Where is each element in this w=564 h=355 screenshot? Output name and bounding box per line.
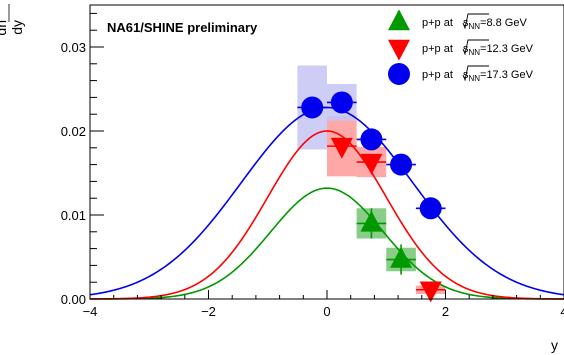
- series-2-point-4: [419, 197, 442, 220]
- y-tick-label: 0.02: [61, 124, 86, 139]
- legend-sqrt-glyph-0: [462, 13, 489, 30]
- series-2-point-3: [390, 153, 413, 176]
- x-tick-label: 2: [442, 304, 449, 319]
- axis-tick-labels: −4 −2 0 2 4 0.00 0.01 0.02 0.03: [61, 40, 564, 319]
- y-axis-title-top: dn: [0, 20, 9, 36]
- legend: p+p at sNN=8.8 GeV p+p at sNN=12.3 GeV p+p…: [388, 9, 534, 85]
- chart-title: NA61/SHINE preliminary: [107, 20, 258, 35]
- y-tick-label: 0.01: [61, 208, 86, 223]
- series-0-point-0: [360, 210, 383, 232]
- x-tick-label: 0: [323, 304, 330, 319]
- legend-sqrt-glyph-2: [462, 65, 489, 82]
- legend-marker-2: [388, 63, 410, 85]
- y-tick-label: 0.03: [61, 40, 86, 55]
- legend-marker-1: [388, 39, 410, 61]
- legend-entry-0: p+p at sNN=8.8 GeV: [388, 9, 527, 31]
- legend-label-2: p+p at sNN=17.3 GeV: [422, 69, 534, 83]
- legend-label-0: p+p at sNN=8.8 GeV: [422, 17, 527, 31]
- series-1-fit-curve: [90, 130, 564, 300]
- series-1-point-1: [360, 153, 383, 175]
- series-1-point-2: [419, 281, 442, 303]
- legend-marker-0: [388, 9, 410, 31]
- series-2-point-0: [301, 96, 324, 119]
- legend-entry-1: p+p at sNN=12.3 GeV: [388, 39, 534, 61]
- series-0-fit-curve: [90, 187, 564, 300]
- x-tick-label: −4: [83, 304, 98, 319]
- legend-label-1: p+p at sNN=12.3 GeV: [422, 43, 534, 57]
- data-points: [301, 91, 442, 303]
- series-0-point-1: [390, 246, 413, 268]
- legend-sqrt-glyph-1: [462, 39, 489, 56]
- x-tick-label: −2: [201, 304, 216, 319]
- series-1-point-0: [330, 137, 353, 159]
- x-axis-title: y: [551, 337, 558, 353]
- series-2-point-2: [360, 128, 383, 151]
- series-2-point-1: [330, 91, 353, 114]
- x-tick-label: 4: [560, 304, 564, 319]
- legend-entry-2: p+p at sNN=17.3 GeV: [388, 63, 534, 85]
- y-tick-label: 0.00: [61, 292, 86, 307]
- y-axis-title-bottom: dy: [9, 20, 25, 35]
- axis-ticks: [89, 12, 564, 300]
